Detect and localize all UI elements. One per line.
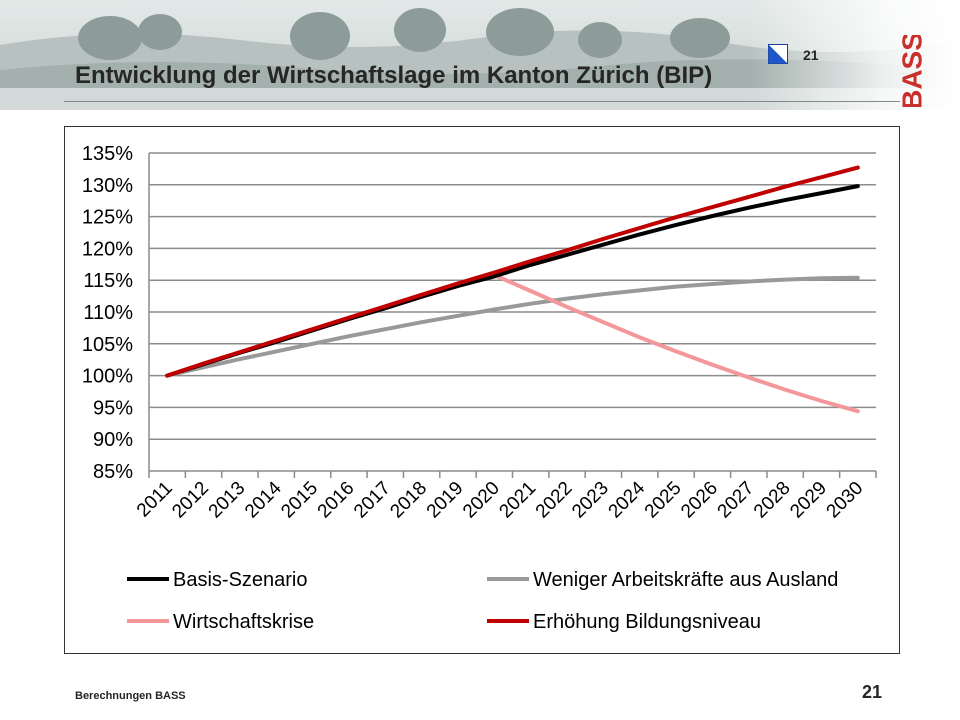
grid-lines <box>148 152 877 478</box>
x-tick-label: 2015 <box>277 478 322 523</box>
x-tick-label: 2027 <box>714 478 759 523</box>
x-tick-label: 2012 <box>168 478 213 523</box>
series-lines <box>165 165 860 414</box>
bass-logo-text: BASS <box>896 35 927 107</box>
legend-item: Erhöhung Bildungsniveau <box>487 611 761 633</box>
header-banner <box>0 0 960 110</box>
y-tick-label: 125% <box>82 207 133 229</box>
x-tick-label: 2018 <box>386 478 431 523</box>
y-tick-label: 130% <box>82 175 133 197</box>
legend-item: Weniger Arbeitskräfte aus Ausland <box>487 569 838 591</box>
series-line <box>165 165 860 378</box>
x-tick-label: 2014 <box>241 477 286 522</box>
legend-label: Weniger Arbeitskräfte aus Ausland <box>533 569 838 591</box>
slide-number-top: 21 <box>803 47 819 63</box>
y-tick-label: 90% <box>93 429 133 451</box>
y-tick-labels: 85% 90% 95% 100% 105% 110% 115% 120% 125% 130% 135… <box>82 143 133 483</box>
title-divider <box>64 101 900 102</box>
legend-label: Wirtschaftskrise <box>173 611 314 633</box>
x-tick-label: 2030 <box>823 478 868 523</box>
y-tick-label: 120% <box>82 238 133 260</box>
y-tick-label: 135% <box>82 143 133 165</box>
page-number: 21 <box>862 682 883 702</box>
x-tick-label: 2016 <box>314 478 359 523</box>
x-tick-label: 2017 <box>350 478 395 523</box>
y-tick-label: 110% <box>83 302 133 324</box>
x-tick-label: 2026 <box>677 478 722 523</box>
legend-item: Basis-Szenario <box>127 569 308 591</box>
legend-item: Wirtschaftskrise <box>127 611 314 633</box>
y-tick-label: 105% <box>82 334 133 356</box>
y-tick-label: 95% <box>93 397 133 419</box>
x-tick-label: 2024 <box>605 477 650 522</box>
x-tick-labels: 2011201220132014201520162017201820192020… <box>133 477 867 522</box>
x-tick-label: 2022 <box>532 478 577 523</box>
chart-legend: Basis-Szenario Weniger Arbeitskräfte aus … <box>127 569 838 633</box>
legend-label: Basis-Szenario <box>173 569 308 591</box>
series-line <box>165 275 860 378</box>
x-tick-label: 2019 <box>423 478 468 523</box>
x-tick-label: 2025 <box>641 478 686 523</box>
slide-title: Entwicklung der Wirtschaftslage im Kanto… <box>75 62 713 89</box>
x-tick-label: 2021 <box>495 478 540 523</box>
y-tick-label: 100% <box>82 366 133 388</box>
x-tick-label: 2028 <box>750 478 795 523</box>
x-tick-label: 2011 <box>133 478 177 522</box>
source-note: Berechnungen BASS <box>75 690 186 702</box>
x-tick-label: 2023 <box>568 478 613 523</box>
line-chart: 85% 90% 95% 100% 105% 110% 115% 120% 125% 130% 135… <box>82 143 877 633</box>
bass-logo: BASS <box>896 35 927 107</box>
chart-frame: 85% 90% 95% 100% 105% 110% 115% 120% 125% 130% 135… <box>64 126 900 654</box>
legend-label: Erhöhung Bildungsniveau <box>533 611 761 633</box>
y-tick-label: 85% <box>93 461 133 483</box>
slide-corner-icon <box>768 44 788 64</box>
x-tick-label: 2020 <box>459 478 504 523</box>
x-tick-label: 2013 <box>205 478 250 523</box>
x-tick-label: 2029 <box>786 478 831 523</box>
y-tick-label: 115% <box>83 270 133 292</box>
